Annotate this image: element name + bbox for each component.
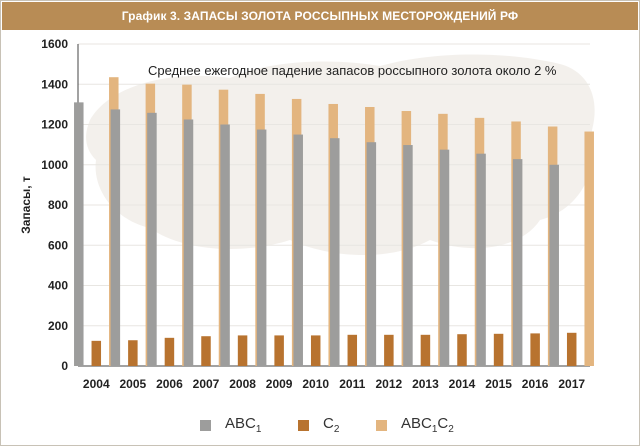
chart-legend: ABC1 C2 ABC1C2 bbox=[0, 410, 640, 440]
y-tick-label: 1200 bbox=[41, 118, 68, 132]
bar-c2 bbox=[274, 335, 284, 366]
legend-item-abc1: ABC1 bbox=[200, 410, 261, 440]
y-tick-label: 200 bbox=[48, 319, 68, 333]
x-tick-label: 2006 bbox=[156, 377, 183, 391]
bar-c2 bbox=[237, 335, 248, 366]
bar-c2 bbox=[128, 340, 138, 366]
bar-chart: 0 200 400 600 800 1000 1200 1400 1600 Запасы, т 20… bbox=[19, 37, 595, 391]
x-tick-label: 2007 bbox=[193, 377, 220, 391]
y-tick-label: 1000 bbox=[41, 158, 68, 172]
bar-c2 bbox=[420, 334, 431, 366]
bar-c2 bbox=[530, 333, 540, 366]
bar-abc1 bbox=[74, 102, 84, 367]
legend-swatch-c2 bbox=[298, 419, 309, 431]
bar-c2 bbox=[91, 340, 102, 366]
y-tick-label: 1600 bbox=[41, 37, 68, 51]
bar-abc1 bbox=[183, 119, 194, 366]
x-tick-label: 2004 bbox=[83, 377, 110, 391]
y-tick-label: 0 bbox=[61, 359, 68, 373]
bar-abc1 bbox=[512, 159, 523, 366]
x-tick-label: 2016 bbox=[522, 377, 549, 391]
x-tick-label: 2011 bbox=[339, 377, 365, 391]
bar-abc1 bbox=[293, 134, 303, 366]
bar-c2 bbox=[310, 335, 321, 366]
y-tick-label: 600 bbox=[48, 238, 68, 252]
x-tick-label: 2014 bbox=[449, 377, 476, 391]
bar-c2 bbox=[457, 334, 467, 366]
legend-label-c2: C2 bbox=[323, 415, 340, 435]
bar-abc1 bbox=[220, 124, 230, 366]
legend-label-abc1: ABC1 bbox=[225, 415, 262, 435]
bar-abc1 bbox=[110, 109, 121, 366]
chart-annotation: Среднее ежегодное падение запасов россып… bbox=[148, 63, 557, 78]
legend-swatch-abc1c2 bbox=[376, 419, 387, 431]
legend-swatch-abc1 bbox=[200, 419, 211, 431]
bar-c2 bbox=[164, 337, 175, 366]
bar-c2 bbox=[384, 334, 394, 366]
x-tick-label: 2015 bbox=[485, 377, 512, 391]
legend-item-abc1c2: ABC1C2 bbox=[376, 410, 454, 440]
y-tick-label: 800 bbox=[48, 198, 68, 212]
x-tick-label: 2008 bbox=[229, 377, 256, 391]
bar-abc1 bbox=[256, 129, 267, 366]
y-tick-label: 400 bbox=[48, 279, 68, 293]
chart-header-title: График 3. ЗАПАСЫ ЗОЛОТА РОССЫПНЫХ МЕСТОР… bbox=[2, 2, 638, 30]
y-axis-label: Запасы, т bbox=[19, 176, 33, 234]
y-tick-label: 1400 bbox=[41, 77, 68, 91]
bar-c2 bbox=[566, 332, 577, 366]
bar-abc1 bbox=[366, 142, 377, 366]
bar-abc1c2 bbox=[584, 131, 594, 366]
x-tick-label: 2005 bbox=[120, 377, 147, 391]
bar-abc1 bbox=[549, 164, 559, 366]
bar-c2 bbox=[347, 334, 358, 366]
x-tick-label: 2010 bbox=[302, 377, 329, 391]
bar-abc1 bbox=[147, 112, 157, 366]
bar-abc1 bbox=[439, 149, 450, 366]
x-tick-label: 2017 bbox=[558, 377, 585, 391]
bar-abc1 bbox=[403, 145, 413, 366]
legend-item-c2: C2 bbox=[298, 410, 339, 440]
legend-label-abc1c2: ABC1C2 bbox=[401, 415, 454, 435]
x-tick-label: 2009 bbox=[266, 377, 293, 391]
bar-c2 bbox=[201, 336, 211, 366]
x-tick-label: 2012 bbox=[376, 377, 403, 391]
bar-abc1 bbox=[330, 138, 340, 366]
bar-abc1 bbox=[476, 153, 486, 366]
x-tick-label: 2013 bbox=[412, 377, 439, 391]
bar-c2 bbox=[493, 333, 504, 366]
